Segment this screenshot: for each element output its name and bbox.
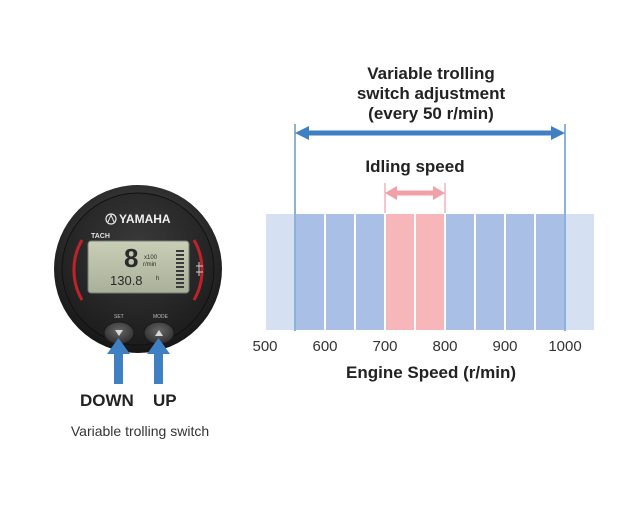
tick-label-800: 800 xyxy=(432,338,457,355)
triangle-up-icon xyxy=(155,330,163,336)
tick-labels: 500 600 700 800 900 1000 xyxy=(252,338,581,355)
adjust-title-line1: Variable trolling xyxy=(367,64,495,83)
speed-band-700 xyxy=(384,212,416,332)
speed-band-900 xyxy=(504,212,536,332)
up-arrow-shaft xyxy=(154,352,163,384)
adjust-range-arrow xyxy=(295,126,565,140)
guide-lines xyxy=(294,124,566,331)
right-red-arc xyxy=(192,239,204,301)
idle-arrow-right-head-icon xyxy=(433,186,445,200)
multifunction-gauge: YAMAHA TACH 8 x100 r/min 130.8 h SET MOD xyxy=(54,185,222,353)
gauge-tach-label: TACH xyxy=(91,233,110,240)
speed-band-950 xyxy=(534,212,566,332)
up-label: UP xyxy=(153,391,177,410)
lcd-unit-top: x100 xyxy=(144,255,158,261)
adjust-title-line3: (every 50 r/min) xyxy=(368,104,494,123)
lcd-unit-bottom: r/min xyxy=(143,262,156,268)
speed-band-750 xyxy=(414,212,446,332)
speed-band-550 xyxy=(294,212,326,332)
up-button[interactable] xyxy=(143,321,175,345)
lcd-digit: 8 xyxy=(124,243,138,273)
tick-label-500: 500 xyxy=(252,338,277,355)
switch-caption: Variable trolling switch xyxy=(71,423,209,439)
adjust-title-line2: switch adjustment xyxy=(357,84,506,103)
yamaha-logo-icon xyxy=(105,213,117,225)
lcd-hours-unit: h xyxy=(156,276,159,282)
down-label: DOWN xyxy=(80,391,134,410)
set-button-label: SET xyxy=(114,314,124,320)
speed-band-650 xyxy=(354,212,386,332)
triangle-down-icon xyxy=(115,330,123,336)
mode-button-label: MODE xyxy=(153,314,169,320)
up-pointer-arrow-icon xyxy=(147,338,170,384)
trim-indicator-icon xyxy=(196,262,203,276)
adjust-arrow-right-head-icon xyxy=(551,126,565,140)
adjust-arrow-left-head-icon xyxy=(295,126,309,140)
down-arrow-shaft xyxy=(114,352,123,384)
tick-label-1000: 1000 xyxy=(548,338,581,355)
idle-arrow-left-head-icon xyxy=(385,186,397,200)
x-axis-label: Engine Speed (r/min) xyxy=(346,363,516,382)
tick-label-600: 600 xyxy=(312,338,337,355)
gauge-lcd xyxy=(87,240,190,294)
speed-band-1000 xyxy=(564,212,596,332)
tick-label-900: 900 xyxy=(492,338,517,355)
speed-band-500 xyxy=(264,212,296,332)
lcd-hours: 130.8 xyxy=(110,273,143,288)
speed-band-800 xyxy=(444,212,476,332)
lcd-bar-graph xyxy=(176,250,184,288)
speed-scale: Variable trolling switch adjustment (eve… xyxy=(252,64,596,382)
tick-label-700: 700 xyxy=(372,338,397,355)
idling-label: Idling speed xyxy=(365,157,464,176)
down-arrow-head xyxy=(107,338,130,354)
speed-band-850 xyxy=(474,212,506,332)
speed-bands xyxy=(264,212,596,332)
speed-band-600 xyxy=(324,212,356,332)
left-red-arc xyxy=(72,239,84,301)
idling-range-arrow xyxy=(385,186,445,200)
gauge-brand: YAMAHA xyxy=(119,212,171,226)
up-arrow-head xyxy=(147,338,170,354)
down-pointer-arrow-icon xyxy=(107,338,130,384)
